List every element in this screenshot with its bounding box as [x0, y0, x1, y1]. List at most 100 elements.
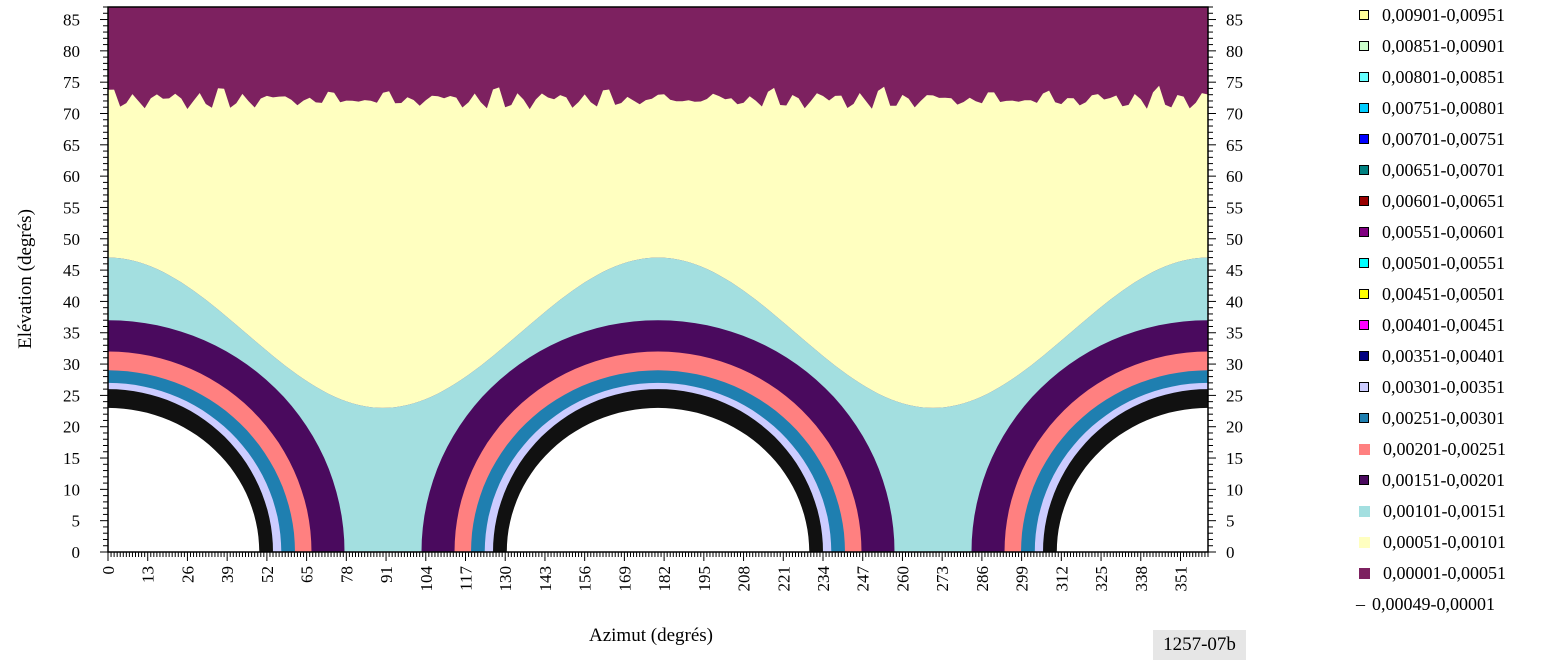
legend-swatch [1359, 103, 1369, 113]
plot-area [108, 7, 1208, 552]
y-tick-label-right: 45 [1226, 261, 1243, 280]
legend-label: 0,00851-0,00901 [1382, 35, 1505, 56]
x-tick-label: 312 [1052, 566, 1071, 592]
y-tick-label-right: 55 [1226, 198, 1243, 217]
x-tick-label: 39 [218, 566, 237, 583]
y-tick-label-right: 5 [1226, 512, 1235, 531]
x-tick-label: 325 [1092, 566, 1111, 592]
legend-label: 0,00551-0,00601 [1382, 221, 1505, 242]
legend-swatch [1359, 72, 1369, 82]
legend-swatch [1359, 413, 1369, 423]
legend-item: 0,00851-0,00901 [1352, 34, 1505, 58]
x-tick-label: 182 [655, 566, 674, 592]
figure-id: 1257-07b [1153, 630, 1246, 660]
legend-label: 0,00201-0,00251 [1383, 438, 1506, 459]
legend-label: 0,00901-0,00951 [1382, 4, 1505, 25]
legend-swatch [1359, 320, 1369, 330]
x-tick-label: 299 [1013, 566, 1032, 592]
y-tick-label-right: 0 [1226, 543, 1235, 562]
y-tick-label-left: 85 [63, 11, 80, 30]
legend-label: 0,00251-0,00301 [1382, 407, 1505, 428]
legend-item: 0,00201-0,00251 [1352, 437, 1506, 461]
legend-label: 0,00501-0,00551 [1382, 252, 1505, 273]
legend-item: 0,00501-0,00551 [1352, 251, 1505, 275]
y-tick-label-right: 15 [1226, 449, 1243, 468]
legend-label: 0,00651-0,00701 [1382, 159, 1505, 180]
legend-item: 0,00751-0,00801 [1352, 96, 1505, 120]
y-tick-label-right: 75 [1226, 73, 1243, 92]
legend-item: 0,00651-0,00701 [1352, 158, 1505, 182]
legend-label: 0,00151-0,00201 [1382, 469, 1505, 490]
legend-label: 0,00601-0,00651 [1382, 190, 1505, 211]
legend-label: 0,00751-0,00801 [1382, 97, 1505, 118]
x-tick-label: 195 [695, 566, 714, 592]
y-tick-label-left: 0 [72, 543, 81, 562]
legend-item: 0,00101-0,00151 [1352, 499, 1506, 523]
x-tick-label: 156 [576, 566, 595, 592]
x-tick-label: 78 [337, 566, 356, 583]
legend-item: 0,00301-0,00351 [1352, 375, 1505, 399]
y-tick-label-right: 25 [1226, 386, 1243, 405]
y-tick-label-left: 50 [63, 230, 80, 249]
x-tick-label: 260 [893, 566, 912, 592]
y-tick-label-right: 50 [1226, 230, 1243, 249]
legend-label: 0,00049-0,00001 [1372, 593, 1495, 614]
x-tick-label: 26 [178, 566, 197, 583]
legend-dash: – [1356, 593, 1365, 614]
legend-item: 0,00151-0,00201 [1352, 468, 1505, 492]
legend-item: 0,00001-0,00051 [1352, 561, 1506, 585]
legend-label: 0,00051-0,00101 [1383, 531, 1506, 552]
legend-swatch [1359, 567, 1370, 579]
legend-item: 0,00351-0,00401 [1352, 344, 1505, 368]
y-tick-label-left: 10 [63, 480, 80, 499]
x-tick-label: 286 [973, 566, 992, 592]
x-tick-label: 13 [139, 566, 158, 583]
y-tick-label-left: 20 [63, 418, 80, 437]
left-axis: 0 5 10 15 20 25 30 35 40 45 50 55 60 65 70 75 80 85 [63, 6, 108, 562]
x-tick-label: 247 [854, 566, 873, 592]
y-tick-label-right: 40 [1226, 292, 1243, 311]
y-tick-label-right: 35 [1226, 324, 1243, 343]
y-tick-label-left: 55 [63, 198, 80, 217]
legend-item: 0,00251-0,00301 [1352, 406, 1505, 430]
legend-item: 0,00801-0,00851 [1352, 65, 1505, 89]
legend-label: 0,00001-0,00051 [1383, 562, 1506, 583]
y-tick-label-right: 30 [1226, 355, 1243, 374]
y-tick-label-right: 10 [1226, 480, 1243, 499]
legend-swatch [1359, 227, 1369, 237]
legend-swatch [1359, 536, 1370, 548]
y-tick-label-left: 15 [63, 449, 80, 468]
y-tick-label-left: 65 [63, 136, 80, 155]
legend-label: 0,00351-0,00401 [1382, 345, 1505, 366]
band-inner-white [108, 407, 1208, 552]
x-tick-label: 338 [1132, 566, 1151, 592]
y-tick-label-left: 25 [63, 386, 80, 405]
y-tick-label-left: 75 [63, 73, 80, 92]
legend-swatch [1359, 10, 1369, 20]
chart: 0 5 10 15 20 25 30 35 40 45 50 55 60 65 70 75 80 85 0 5 10 1… [15, 6, 1243, 646]
legend-swatch [1359, 258, 1369, 268]
y-tick-label-left: 60 [63, 167, 80, 186]
legend-item: 0,00401-0,00451 [1352, 313, 1505, 337]
legend-label: 0,00801-0,00851 [1382, 66, 1505, 87]
legend-item: 0,00901-0,00951 [1352, 3, 1505, 27]
x-tick-label: 104 [417, 566, 436, 592]
x-tick-label: 91 [377, 566, 396, 583]
legend-swatch [1359, 382, 1369, 392]
y-tick-label-left: 5 [72, 512, 81, 531]
legend-item: 0,00451-0,00501 [1352, 282, 1505, 306]
legend-swatch [1359, 196, 1369, 206]
x-tick-label: 208 [735, 566, 754, 592]
legend-swatch [1359, 289, 1369, 299]
y-tick-label-left: 70 [63, 104, 80, 123]
x-tick-label: 234 [814, 566, 833, 592]
legend-swatch [1359, 475, 1369, 485]
x-axis-title: Azimut (degrés) [589, 625, 713, 646]
y-tick-label-left: 80 [63, 42, 80, 61]
legend-item: –0,00049-0,00001 [1352, 592, 1495, 616]
legend-item: 0,00601-0,00651 [1352, 189, 1505, 213]
x-tick-label: 143 [536, 566, 555, 592]
x-tick-label: 117 [457, 566, 476, 591]
legend-swatch [1359, 41, 1369, 51]
x-tick-label: 0 [99, 566, 118, 575]
